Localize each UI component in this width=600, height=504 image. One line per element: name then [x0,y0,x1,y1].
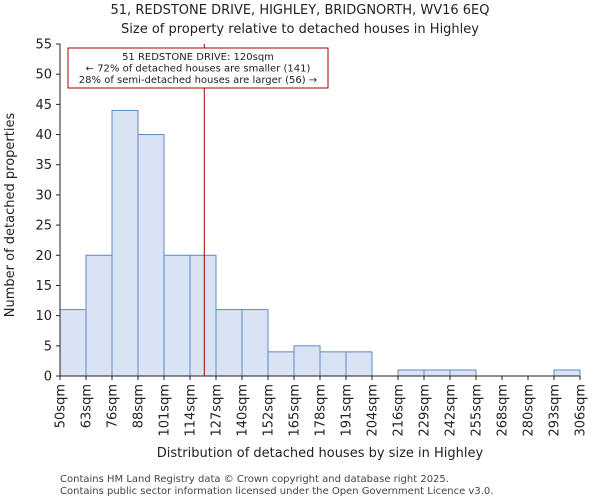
x-tick-label-306sqm: 306sqm [574,384,589,437]
x-tick-label-140sqm: 140sqm [236,384,251,437]
x-tick-label-63sqm: 63sqm [80,384,95,428]
annotation-box: 51 REDSTONE DRIVE: 120sqm← 72% of detach… [67,47,329,89]
x-tick-label-152sqm: 152sqm [262,384,277,437]
y-tick-label-35: 35 [35,158,52,173]
bar-152sqm [267,351,295,377]
x-tick-label-76sqm: 76sqm [106,384,121,428]
annotation-line-1: 51 REDSTONE DRIVE: 120sqm [122,52,274,63]
y-tick-label-45: 45 [35,98,52,113]
bar-140sqm [241,309,269,377]
footer-line-2: Contains public sector information licen… [60,486,493,497]
bar-114sqm [189,254,217,377]
x-tick-label-50sqm: 50sqm [54,384,69,428]
annotation-line-2: ← 72% of detached houses are smaller (14… [86,64,311,75]
x-tick-label-216sqm: 216sqm [392,384,407,437]
y-tick-label-55: 55 [35,38,52,53]
y-tick-label-10: 10 [35,309,52,324]
y-tick-label-5: 5 [44,339,52,354]
x-tick-label-255sqm: 255sqm [470,384,485,437]
bar-165sqm [293,345,321,377]
bar-76sqm [111,109,139,377]
bar-88sqm [137,134,165,377]
bar-229sqm [423,369,451,377]
x-tick-label-293sqm: 293sqm [548,384,563,437]
bar-216sqm [397,369,425,377]
y-tick-label-25: 25 [35,219,52,234]
y-tick-label-40: 40 [35,128,52,143]
bar-101sqm [163,254,191,377]
bar-127sqm [215,309,243,377]
x-axis-label: Distribution of detached houses by size … [157,446,484,461]
x-tick-label-268sqm: 268sqm [496,384,511,437]
x-tick-label-101sqm: 101sqm [158,384,173,437]
chart-title: 51, REDSTONE DRIVE, HIGHLEY, BRIDGNORTH,… [111,3,490,18]
bar-242sqm [449,369,477,377]
y-axis-label: Number of detached properties [3,113,18,318]
annotation-frame [67,47,329,89]
y-tick-label-0: 0 [44,370,52,385]
x-tick-label-88sqm: 88sqm [132,384,147,428]
bars-group [59,109,581,377]
x-tick-label-242sqm: 242sqm [444,384,459,437]
x-tick-label-127sqm: 127sqm [210,384,225,437]
footer-line-1: Contains HM Land Registry data © Crown c… [60,474,449,485]
x-tick-label-114sqm: 114sqm [184,384,199,437]
bar-63sqm [85,254,113,377]
x-tick-label-191sqm: 191sqm [340,384,355,437]
annotation-line-3: 28% of semi-detached houses are larger (… [79,75,317,86]
x-tick-label-178sqm: 178sqm [314,384,329,437]
y-tick-label-15: 15 [35,279,52,294]
bar-293sqm [553,369,581,377]
chart-subtitle: Size of property relative to detached ho… [121,22,479,37]
y-tick-label-20: 20 [35,249,52,264]
x-tick-label-204sqm: 204sqm [366,384,381,437]
x-tick-label-280sqm: 280sqm [522,384,537,437]
bar-50sqm [59,309,87,377]
x-tick-label-229sqm: 229sqm [418,384,433,437]
y-ticks-group: 0 5 10 15 20 25 30 35 40 45 50 55 [35,38,60,385]
y-tick-label-50: 50 [35,68,52,83]
x-tick-label-165sqm: 165sqm [288,384,303,437]
bar-178sqm [319,351,347,377]
y-tick-label-30: 30 [35,188,52,203]
bar-191sqm [345,351,373,377]
x-ticks-group: 50sqm 63sqm 76sqm 88sqm 101sqm 114sqm 127sqm 14… [54,376,589,437]
